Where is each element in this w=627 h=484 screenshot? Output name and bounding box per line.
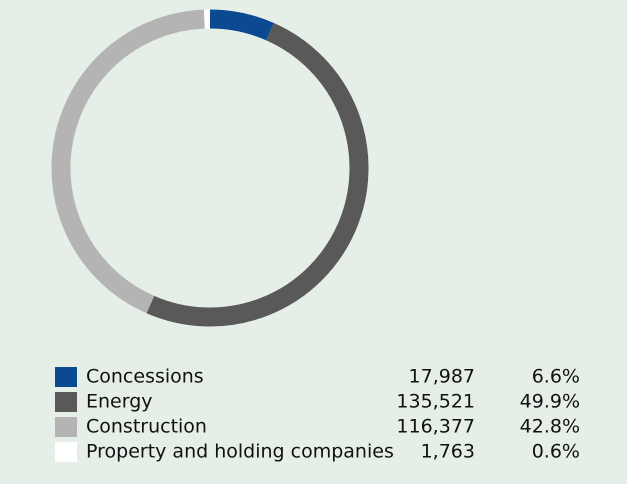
donut-segment — [51, 9, 205, 314]
donut-segment — [146, 22, 369, 327]
share-label: 42.8% — [520, 416, 580, 438]
legend-swatch — [55, 367, 77, 387]
legend-label: Property and holding companies — [86, 441, 394, 463]
share-label: 6.6% — [532, 366, 580, 388]
count-label: 135,521 — [396, 391, 475, 413]
share-label: 49.9% — [520, 391, 580, 413]
count-label: 116,377 — [396, 416, 475, 438]
count-label: 1,763 — [421, 441, 475, 463]
legend-label: Construction — [86, 416, 207, 438]
legend-label: Concessions — [86, 366, 204, 388]
donut-segment — [209, 9, 274, 41]
legend-swatch — [55, 392, 77, 412]
share-label: 0.6% — [532, 441, 580, 463]
legend-label: Energy — [86, 391, 153, 413]
legend-swatch — [55, 417, 77, 437]
legend-swatch — [55, 442, 77, 462]
count-label: 17,987 — [409, 366, 475, 388]
